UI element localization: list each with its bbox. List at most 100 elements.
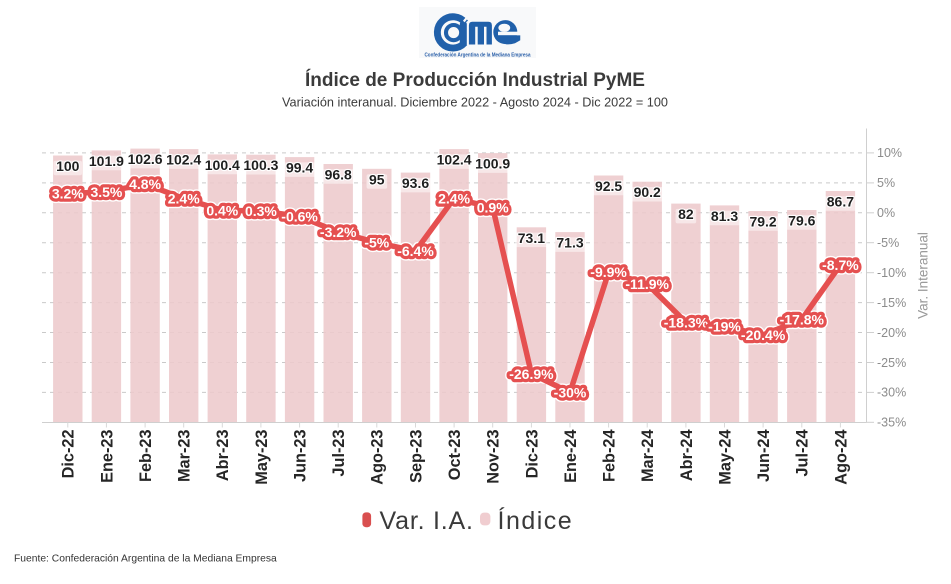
- svg-text:101.9: 101.9: [89, 153, 124, 169]
- svg-text:-6.4%: -6.4%: [397, 243, 434, 259]
- svg-text:Jun-23: Jun-23: [292, 430, 310, 482]
- svg-text:Ago-23: Ago-23: [369, 430, 387, 485]
- svg-text:10%: 10%: [877, 146, 902, 160]
- svg-text:-11.9%: -11.9%: [625, 276, 669, 292]
- svg-text:-18.3%: -18.3%: [664, 314, 709, 330]
- svg-text:93.6: 93.6: [402, 175, 429, 191]
- svg-text:Índice: Índice: [498, 506, 574, 535]
- svg-text:-9.9%: -9.9%: [590, 264, 627, 280]
- svg-text:-20%: -20%: [877, 326, 906, 340]
- svg-text:-15%: -15%: [877, 296, 906, 310]
- svg-text:Feb-24: Feb-24: [601, 430, 619, 482]
- svg-text:-5%: -5%: [364, 235, 389, 251]
- svg-text:0.4%: 0.4%: [206, 202, 238, 218]
- svg-text:99.4: 99.4: [286, 160, 313, 176]
- svg-text:-25%: -25%: [877, 356, 906, 370]
- svg-text:102.4: 102.4: [437, 152, 472, 168]
- svg-text:-10%: -10%: [877, 266, 906, 280]
- svg-text:95: 95: [369, 171, 385, 187]
- svg-text:102.6: 102.6: [128, 151, 163, 167]
- svg-text:-19%: -19%: [708, 319, 741, 335]
- svg-text:-30%: -30%: [554, 384, 587, 400]
- svg-text:Abr-24: Abr-24: [678, 430, 696, 482]
- svg-text:86.7: 86.7: [827, 194, 854, 210]
- svg-text:-26.9%: -26.9%: [509, 366, 554, 382]
- svg-text:-8.7%: -8.7%: [822, 257, 859, 273]
- svg-text:-6.4%: -6.4%: [397, 243, 434, 259]
- svg-text:Ene-23: Ene-23: [98, 430, 116, 483]
- svg-text:-8.7%: -8.7%: [822, 257, 859, 273]
- svg-text:-17.8%: -17.8%: [780, 311, 825, 327]
- svg-text:90.2: 90.2: [634, 184, 661, 200]
- svg-text:Índice de Producción Industria: Índice de Producción Industrial PyME: [305, 69, 645, 91]
- svg-text:-30%: -30%: [554, 384, 587, 400]
- svg-text:-19%: -19%: [708, 319, 741, 335]
- svg-text:Var. Interanual: Var. Interanual: [916, 232, 931, 319]
- svg-text:-9.9%: -9.9%: [590, 264, 627, 280]
- svg-text:Feb-23: Feb-23: [137, 430, 155, 482]
- svg-text:Oct-23: Oct-23: [446, 430, 464, 481]
- svg-text:Confederación Argentina de la: Confederación Argentina de la Mediana Em…: [425, 53, 532, 59]
- svg-text:73.1: 73.1: [518, 230, 545, 246]
- svg-text:0.9%: 0.9%: [477, 199, 509, 215]
- svg-text:3.5%: 3.5%: [90, 184, 122, 200]
- svg-text:-18.3%: -18.3%: [664, 314, 709, 330]
- svg-text:-5%: -5%: [364, 235, 389, 251]
- svg-text:Jul-23: Jul-23: [330, 430, 348, 477]
- svg-text:-11.9%: -11.9%: [625, 276, 669, 292]
- svg-text:0.9%: 0.9%: [477, 199, 509, 215]
- svg-text:-3.2%: -3.2%: [320, 224, 357, 240]
- svg-text:0.3%: 0.3%: [245, 203, 277, 219]
- svg-text:Dic-23: Dic-23: [523, 430, 541, 479]
- svg-text:82: 82: [678, 206, 694, 222]
- svg-text:102.4: 102.4: [166, 152, 201, 168]
- svg-text:96.8: 96.8: [325, 167, 352, 183]
- svg-text:3.2%: 3.2%: [52, 186, 84, 202]
- svg-text:2.4%: 2.4%: [168, 190, 200, 206]
- svg-text:-20.4%: -20.4%: [741, 327, 786, 343]
- svg-text:2.4%: 2.4%: [438, 190, 470, 206]
- svg-text:81.3: 81.3: [711, 208, 738, 224]
- svg-text:-30%: -30%: [877, 386, 906, 400]
- svg-text:92.5: 92.5: [595, 178, 622, 194]
- svg-text:79.2: 79.2: [749, 214, 776, 230]
- svg-text:Var. I.A.: Var. I.A.: [380, 507, 474, 535]
- svg-text:Sep-23: Sep-23: [407, 430, 425, 483]
- svg-text:Nov-23: Nov-23: [485, 430, 503, 484]
- svg-text:Mar-23: Mar-23: [176, 430, 194, 483]
- svg-text:Jun-24: Jun-24: [755, 430, 773, 482]
- svg-text:4.8%: 4.8%: [129, 176, 161, 192]
- svg-text:May-24: May-24: [716, 430, 734, 485]
- svg-text:-3.2%: -3.2%: [320, 224, 357, 240]
- svg-text:5%: 5%: [877, 176, 895, 190]
- svg-text:100.4: 100.4: [205, 157, 240, 173]
- svg-text:0%: 0%: [877, 206, 895, 220]
- svg-text:-20.4%: -20.4%: [741, 327, 786, 343]
- svg-text:-0.6%: -0.6%: [281, 208, 318, 224]
- svg-text:-26.9%: -26.9%: [509, 366, 554, 382]
- svg-text:100.3: 100.3: [243, 157, 278, 173]
- svg-text:-5%: -5%: [877, 236, 899, 250]
- svg-text:Ene-24: Ene-24: [562, 430, 580, 483]
- svg-text:Abr-23: Abr-23: [214, 430, 232, 482]
- svg-text:-0.6%: -0.6%: [281, 208, 318, 224]
- svg-text:2.4%: 2.4%: [438, 190, 470, 206]
- svg-text:79.6: 79.6: [788, 213, 815, 229]
- svg-text:71.3: 71.3: [556, 235, 583, 251]
- svg-text:Mar-24: Mar-24: [639, 430, 657, 483]
- svg-text:4.8%: 4.8%: [129, 176, 161, 192]
- svg-text:2.4%: 2.4%: [168, 190, 200, 206]
- svg-text:Jul-24: Jul-24: [794, 430, 812, 477]
- svg-text:100.9: 100.9: [475, 156, 510, 172]
- svg-text:0.4%: 0.4%: [206, 202, 238, 218]
- svg-text:100: 100: [56, 158, 80, 174]
- svg-text:Dic-22: Dic-22: [60, 430, 78, 479]
- svg-text:Fuente: Confederación Argentin: Fuente: Confederación Argentina de la Me…: [14, 554, 277, 565]
- svg-text:-17.8%: -17.8%: [780, 311, 825, 327]
- svg-text:May-23: May-23: [253, 430, 271, 485]
- svg-text:Variación interanual. Diciembr: Variación interanual. Diciembre 2022 - A…: [282, 96, 668, 110]
- svg-text:3.2%: 3.2%: [52, 186, 84, 202]
- svg-text:Ago-24: Ago-24: [832, 430, 850, 485]
- svg-text:3.5%: 3.5%: [90, 184, 122, 200]
- svg-text:0.3%: 0.3%: [245, 203, 277, 219]
